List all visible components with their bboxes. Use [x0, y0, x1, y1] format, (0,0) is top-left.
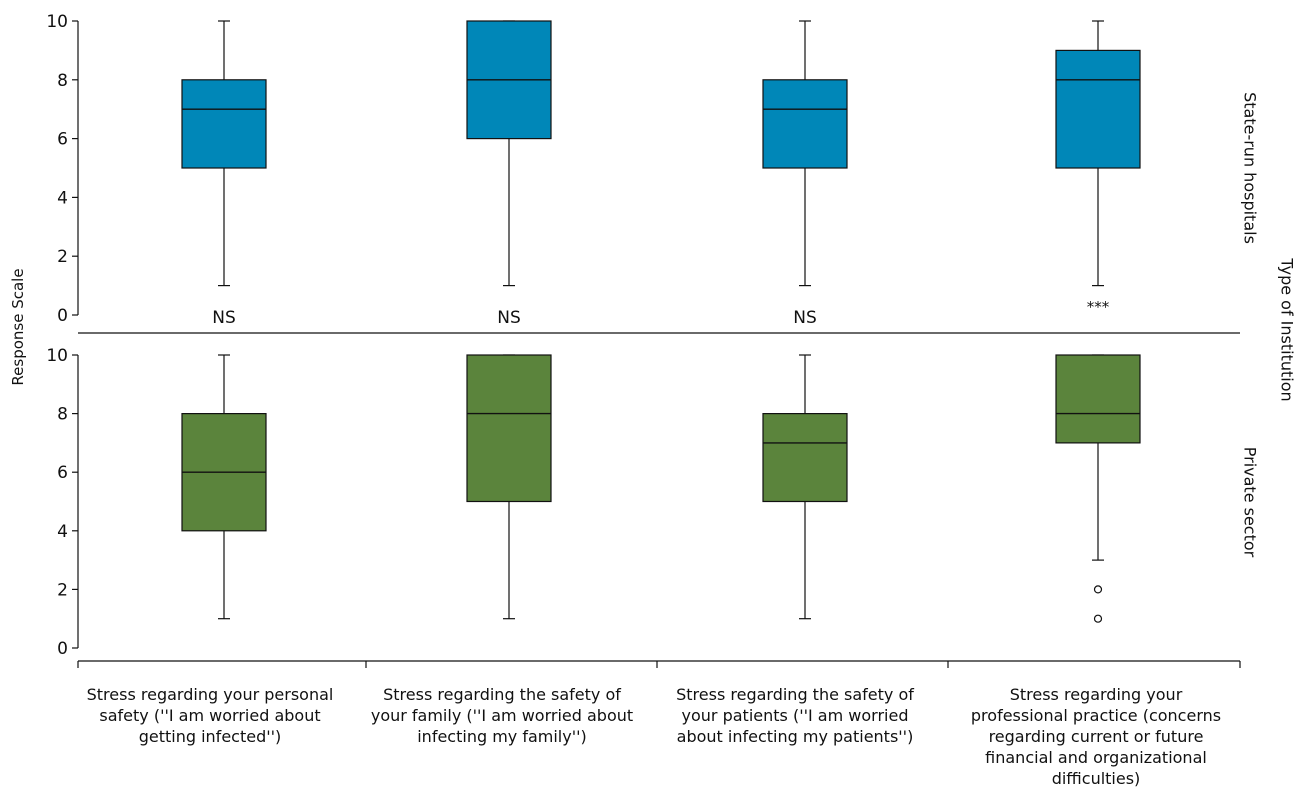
y-tick-label-state-4: 4: [57, 188, 68, 208]
category-label-professional-practice: Stress regarding your professional pract…: [970, 685, 1222, 788]
facet-axis-title: Type of Institution: [1277, 258, 1297, 402]
y-tick-label-private-4: 4: [57, 522, 68, 542]
outlier-private-4-2: [1093, 614, 1103, 623]
y-tick-label-state-8: 8: [57, 71, 68, 91]
box-private-3: [762, 413, 848, 503]
panel-title-private: Private sector: [1240, 446, 1260, 558]
y-axis-title: Response Scale: [9, 268, 27, 386]
box-private-2: [466, 354, 552, 503]
y-tick-label-private-6: 6: [57, 463, 68, 483]
y-tick-label-state-10: 10: [46, 12, 68, 32]
significance-label-4: ***: [1087, 298, 1110, 316]
y-tick-label-private-2: 2: [57, 580, 68, 600]
significance-label-2: NS: [497, 308, 521, 328]
y-tick-label-private-8: 8: [57, 405, 68, 425]
category-label-family-safety: Stress regarding the safety of your fami…: [370, 685, 634, 746]
y-tick-label-state-0: 0: [57, 306, 68, 326]
significance-label-1: NS: [212, 308, 236, 328]
outlier-private-4-1: [1093, 585, 1103, 594]
category-label-patient-safety: Stress regarding the safety of your pati…: [676, 685, 914, 746]
category-label-personal-safety: Stress regarding your personal safety ('…: [86, 685, 334, 746]
box-state-1: [181, 79, 267, 169]
significance-label-3: NS: [793, 308, 817, 328]
panel-title-state-run: State-run hospitals: [1240, 92, 1260, 244]
y-tick-label-state-6: 6: [57, 130, 68, 150]
y-tick-label-private-10: 10: [46, 346, 68, 366]
box-private-4: [1055, 354, 1141, 444]
box-state-4: [1055, 49, 1141, 169]
box-state-3: [762, 79, 848, 169]
y-tick-label-private-0: 0: [57, 639, 68, 659]
y-tick-label-state-2: 2: [57, 247, 68, 267]
